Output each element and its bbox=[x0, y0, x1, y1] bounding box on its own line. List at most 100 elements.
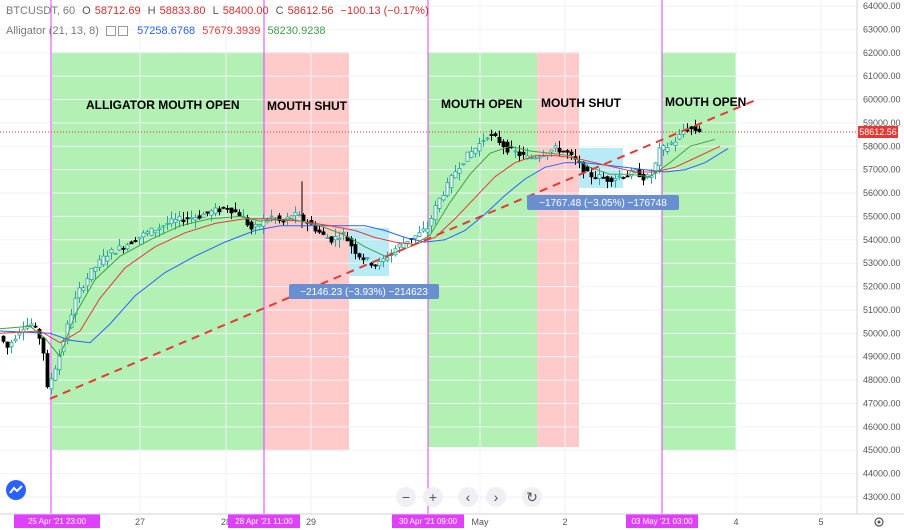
symbol-label[interactable]: BTCUSDT, 60 bbox=[6, 5, 76, 17]
candle-down bbox=[233, 209, 238, 213]
candle-up bbox=[153, 230, 158, 234]
close-label: C bbox=[275, 5, 284, 17]
candle-up bbox=[17, 332, 22, 336]
scroll-right-button[interactable]: › bbox=[486, 487, 506, 507]
candle-up bbox=[469, 151, 474, 158]
candle-down bbox=[45, 353, 50, 388]
candle-down bbox=[621, 177, 626, 179]
candle-down bbox=[361, 257, 366, 261]
x-tick-label: 29 bbox=[306, 517, 316, 527]
candle-up bbox=[157, 227, 162, 230]
candle-down bbox=[493, 133, 498, 136]
candle-up bbox=[457, 168, 462, 174]
scroll-left-button[interactable]: ‹ bbox=[458, 487, 478, 507]
zoom-in-button[interactable]: + bbox=[423, 487, 443, 507]
candle-down bbox=[249, 221, 254, 230]
candle-down bbox=[5, 341, 10, 348]
candle-up bbox=[161, 225, 166, 228]
candle-up bbox=[549, 149, 554, 153]
y-tick-label: 57000.00 bbox=[863, 165, 901, 175]
candle-down bbox=[517, 151, 522, 157]
indicator-header: Alligator (21, 13, 8) 57258.6768 57679.3… bbox=[6, 25, 330, 37]
candle-down bbox=[1, 335, 6, 342]
candle-down bbox=[41, 337, 46, 354]
candle-up bbox=[465, 151, 470, 162]
candle-up bbox=[537, 156, 542, 159]
candle-up bbox=[513, 150, 518, 153]
candle-down bbox=[609, 177, 614, 182]
measure-label-1: −2146.23 (−3.93%) −214623 bbox=[300, 287, 428, 298]
y-tick-label: 45000.00 bbox=[863, 445, 901, 455]
y-tick-label: 48000.00 bbox=[863, 375, 901, 385]
candle-up bbox=[449, 175, 454, 188]
zoom-out-button[interactable]: − bbox=[396, 487, 416, 507]
candle-up bbox=[381, 258, 386, 262]
time-marker-badge bbox=[14, 514, 100, 528]
time-axis[interactable]: 27 28 29 May 2 4 5 25 Apr '21 23:00 28 Apr '21 1… bbox=[14, 514, 824, 528]
y-tick-label: 55000.00 bbox=[863, 211, 901, 221]
candle-down bbox=[321, 231, 326, 235]
candle-up bbox=[85, 278, 90, 287]
candle-up bbox=[289, 215, 294, 219]
x-tick-label: 28 bbox=[221, 517, 231, 527]
candle-up bbox=[193, 217, 198, 221]
candle-down bbox=[329, 236, 334, 243]
indicator-name[interactable]: Alligator (21, 13, 8) bbox=[6, 25, 99, 37]
candle-up bbox=[81, 287, 86, 291]
candle-down bbox=[497, 136, 502, 143]
candle-up bbox=[173, 219, 178, 223]
change-value: −100.13 (−0.17%) bbox=[340, 5, 429, 17]
candle-up bbox=[165, 223, 170, 225]
teeth-line bbox=[0, 145, 721, 344]
time-marker-label: 28 Apr '21 11:00 bbox=[235, 517, 293, 526]
zone-label-3: MOUTH OPEN bbox=[441, 97, 522, 111]
candle-up bbox=[93, 266, 98, 272]
candle-up bbox=[101, 255, 106, 266]
zone-labels: ALLIGATOR MOUTH OPEN MOUTH SHUT MOUTH OP… bbox=[86, 95, 746, 113]
zone-open-3 bbox=[662, 52, 736, 450]
candle-up bbox=[29, 323, 34, 327]
candle-up bbox=[189, 217, 194, 220]
candle-down bbox=[489, 134, 494, 136]
zone-label-5: MOUTH OPEN bbox=[665, 95, 746, 109]
zone-open-2 bbox=[428, 52, 537, 447]
candle-down bbox=[185, 217, 190, 220]
lips-value: 58230.9238 bbox=[267, 25, 326, 37]
candle-up bbox=[333, 236, 338, 241]
candle-down bbox=[373, 264, 378, 267]
y-tick-label: 54000.00 bbox=[863, 235, 901, 245]
candle-up bbox=[657, 147, 662, 167]
candle-up bbox=[661, 145, 666, 151]
settings-icon[interactable] bbox=[874, 517, 884, 527]
candle-up bbox=[533, 157, 538, 160]
candle-up bbox=[149, 227, 154, 236]
candle-up bbox=[677, 134, 682, 140]
candle-up bbox=[429, 218, 434, 227]
y-tick-label: 62000.00 bbox=[863, 48, 901, 58]
candle-up bbox=[365, 257, 370, 260]
candle-up bbox=[53, 368, 58, 381]
jaw-line bbox=[0, 148, 729, 344]
time-marker-label: 30 Apr '21 09:00 bbox=[399, 517, 458, 526]
candle-up bbox=[337, 237, 342, 241]
tradingview-logo-icon[interactable] bbox=[6, 480, 26, 500]
reset-chart-button[interactable]: ↻ bbox=[522, 487, 542, 507]
candle-up bbox=[617, 175, 622, 178]
measure-callout-1: −2146.23 (−3.93%) −214623 bbox=[289, 284, 439, 299]
time-marker-label: 25 Apr '21 23:00 bbox=[28, 517, 87, 526]
candle-down bbox=[281, 220, 286, 223]
candle-down bbox=[317, 229, 322, 233]
zone-label-1: ALLIGATOR MOUTH OPEN bbox=[86, 98, 240, 112]
candle-up bbox=[109, 248, 114, 254]
candle-down bbox=[585, 166, 590, 172]
candle-down bbox=[593, 177, 598, 180]
indicator-settings-icon[interactable] bbox=[106, 25, 130, 37]
price-axis[interactable]: 43000.00 44000.00 45000.00 46000.00 47000.00… bbox=[863, 1, 901, 502]
candle-up bbox=[137, 236, 142, 240]
candle-up bbox=[461, 163, 466, 166]
y-tick-label: 56000.00 bbox=[863, 188, 901, 198]
candle-up bbox=[441, 195, 446, 201]
candle-up bbox=[297, 214, 302, 217]
x-tick-label: 4 bbox=[733, 517, 738, 527]
